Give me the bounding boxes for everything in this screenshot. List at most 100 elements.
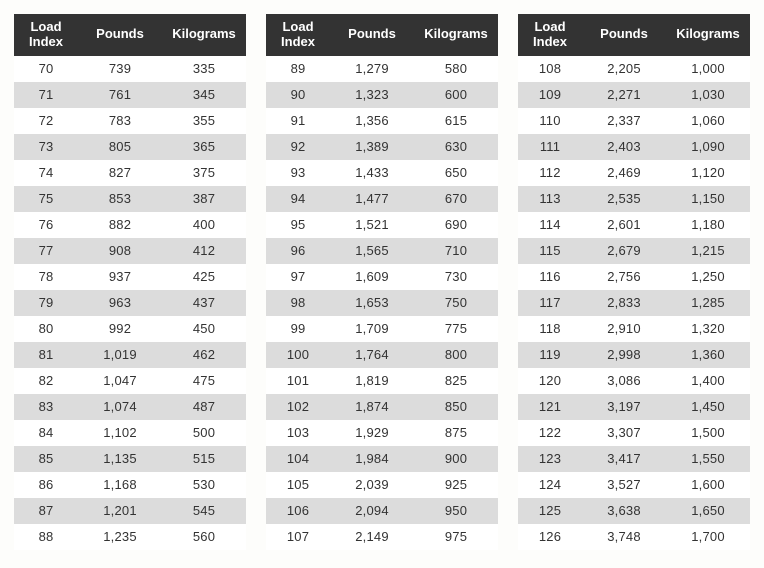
- cell-pounds: 3,748: [582, 524, 666, 550]
- table-row: 1152,6791,215: [518, 238, 750, 264]
- cell-kilograms: 1,120: [666, 160, 750, 186]
- cell-kilograms: 950: [414, 498, 498, 524]
- cell-load-index: 89: [266, 56, 330, 82]
- cell-load-index: 78: [14, 264, 78, 290]
- cell-pounds: 1,047: [78, 368, 162, 394]
- cell-load-index: 123: [518, 446, 582, 472]
- cell-load-index: 77: [14, 238, 78, 264]
- cell-kilograms: 345: [162, 82, 246, 108]
- cell-load-index: 105: [266, 472, 330, 498]
- table-row: 74827375: [14, 160, 246, 186]
- cell-kilograms: 500: [162, 420, 246, 446]
- cell-pounds: 3,197: [582, 394, 666, 420]
- cell-pounds: 2,756: [582, 264, 666, 290]
- cell-pounds: 1,074: [78, 394, 162, 420]
- table-row: 1182,9101,320: [518, 316, 750, 342]
- cell-kilograms: 375: [162, 160, 246, 186]
- cell-pounds: 1,929: [330, 420, 414, 446]
- cell-pounds: 2,998: [582, 342, 666, 368]
- cell-kilograms: 475: [162, 368, 246, 394]
- cell-load-index: 70: [14, 56, 78, 82]
- table-row: 1062,094950: [266, 498, 498, 524]
- table-row: 73805365: [14, 134, 246, 160]
- cell-load-index: 116: [518, 264, 582, 290]
- cell-load-index: 104: [266, 446, 330, 472]
- cell-pounds: 1,323: [330, 82, 414, 108]
- cell-load-index: 85: [14, 446, 78, 472]
- cell-pounds: 1,819: [330, 368, 414, 394]
- cell-kilograms: 710: [414, 238, 498, 264]
- table-row: 1192,9981,360: [518, 342, 750, 368]
- cell-kilograms: 1,600: [666, 472, 750, 498]
- cell-load-index: 87: [14, 498, 78, 524]
- cell-pounds: 783: [78, 108, 162, 134]
- cell-load-index: 76: [14, 212, 78, 238]
- cell-load-index: 91: [266, 108, 330, 134]
- cell-pounds: 2,679: [582, 238, 666, 264]
- table-row: 891,279580: [266, 56, 498, 82]
- table-row: 841,102500: [14, 420, 246, 446]
- cell-pounds: 1,477: [330, 186, 414, 212]
- table-row: 72783355: [14, 108, 246, 134]
- cell-pounds: 1,235: [78, 524, 162, 550]
- cell-kilograms: 1,150: [666, 186, 750, 212]
- cell-load-index: 99: [266, 316, 330, 342]
- cell-load-index: 82: [14, 368, 78, 394]
- cell-pounds: 2,910: [582, 316, 666, 342]
- cell-load-index: 114: [518, 212, 582, 238]
- col-pounds: Pounds: [78, 14, 162, 56]
- table-row: 79963437: [14, 290, 246, 316]
- cell-load-index: 93: [266, 160, 330, 186]
- cell-kilograms: 690: [414, 212, 498, 238]
- table-row: 981,653750: [266, 290, 498, 316]
- cell-load-index: 108: [518, 56, 582, 82]
- cell-kilograms: 1,215: [666, 238, 750, 264]
- cell-kilograms: 400: [162, 212, 246, 238]
- cell-load-index: 100: [266, 342, 330, 368]
- table-row: 881,235560: [14, 524, 246, 550]
- cell-load-index: 101: [266, 368, 330, 394]
- cell-load-index: 111: [518, 134, 582, 160]
- cell-kilograms: 1,060: [666, 108, 750, 134]
- table-row: 71761345: [14, 82, 246, 108]
- cell-pounds: 1,565: [330, 238, 414, 264]
- table-row: 1233,4171,550: [518, 446, 750, 472]
- table-row: 951,521690: [266, 212, 498, 238]
- cell-pounds: 882: [78, 212, 162, 238]
- table-row: 75853387: [14, 186, 246, 212]
- table-row: 1072,149975: [266, 524, 498, 550]
- table-row: 861,168530: [14, 472, 246, 498]
- cell-pounds: 1,019: [78, 342, 162, 368]
- cell-load-index: 86: [14, 472, 78, 498]
- table-row: 901,323600: [266, 82, 498, 108]
- cell-load-index: 110: [518, 108, 582, 134]
- table-row: 831,074487: [14, 394, 246, 420]
- cell-kilograms: 1,030: [666, 82, 750, 108]
- table-row: 851,135515: [14, 446, 246, 472]
- cell-load-index: 118: [518, 316, 582, 342]
- cell-pounds: 1,433: [330, 160, 414, 186]
- col-kilograms: Kilograms: [666, 14, 750, 56]
- table-row: 921,389630: [266, 134, 498, 160]
- table-body: 7073933571761345727833557380536574827375…: [14, 56, 246, 550]
- table-row: 1142,6011,180: [518, 212, 750, 238]
- cell-pounds: 3,086: [582, 368, 666, 394]
- load-index-table-3: Load Index Pounds Kilograms 1082,2051,00…: [518, 14, 750, 550]
- cell-pounds: 2,337: [582, 108, 666, 134]
- cell-load-index: 84: [14, 420, 78, 446]
- load-index-table-1: Load Index Pounds Kilograms 707393357176…: [14, 14, 246, 550]
- table-row: 1092,2711,030: [518, 82, 750, 108]
- table-row: 78937425: [14, 264, 246, 290]
- table-row: 971,609730: [266, 264, 498, 290]
- table-row: 76882400: [14, 212, 246, 238]
- cell-load-index: 109: [518, 82, 582, 108]
- cell-pounds: 853: [78, 186, 162, 212]
- cell-kilograms: 365: [162, 134, 246, 160]
- cell-kilograms: 1,090: [666, 134, 750, 160]
- cell-pounds: 739: [78, 56, 162, 82]
- cell-pounds: 1,356: [330, 108, 414, 134]
- table-row: 1253,6381,650: [518, 498, 750, 524]
- cell-pounds: 1,168: [78, 472, 162, 498]
- cell-kilograms: 850: [414, 394, 498, 420]
- cell-load-index: 79: [14, 290, 78, 316]
